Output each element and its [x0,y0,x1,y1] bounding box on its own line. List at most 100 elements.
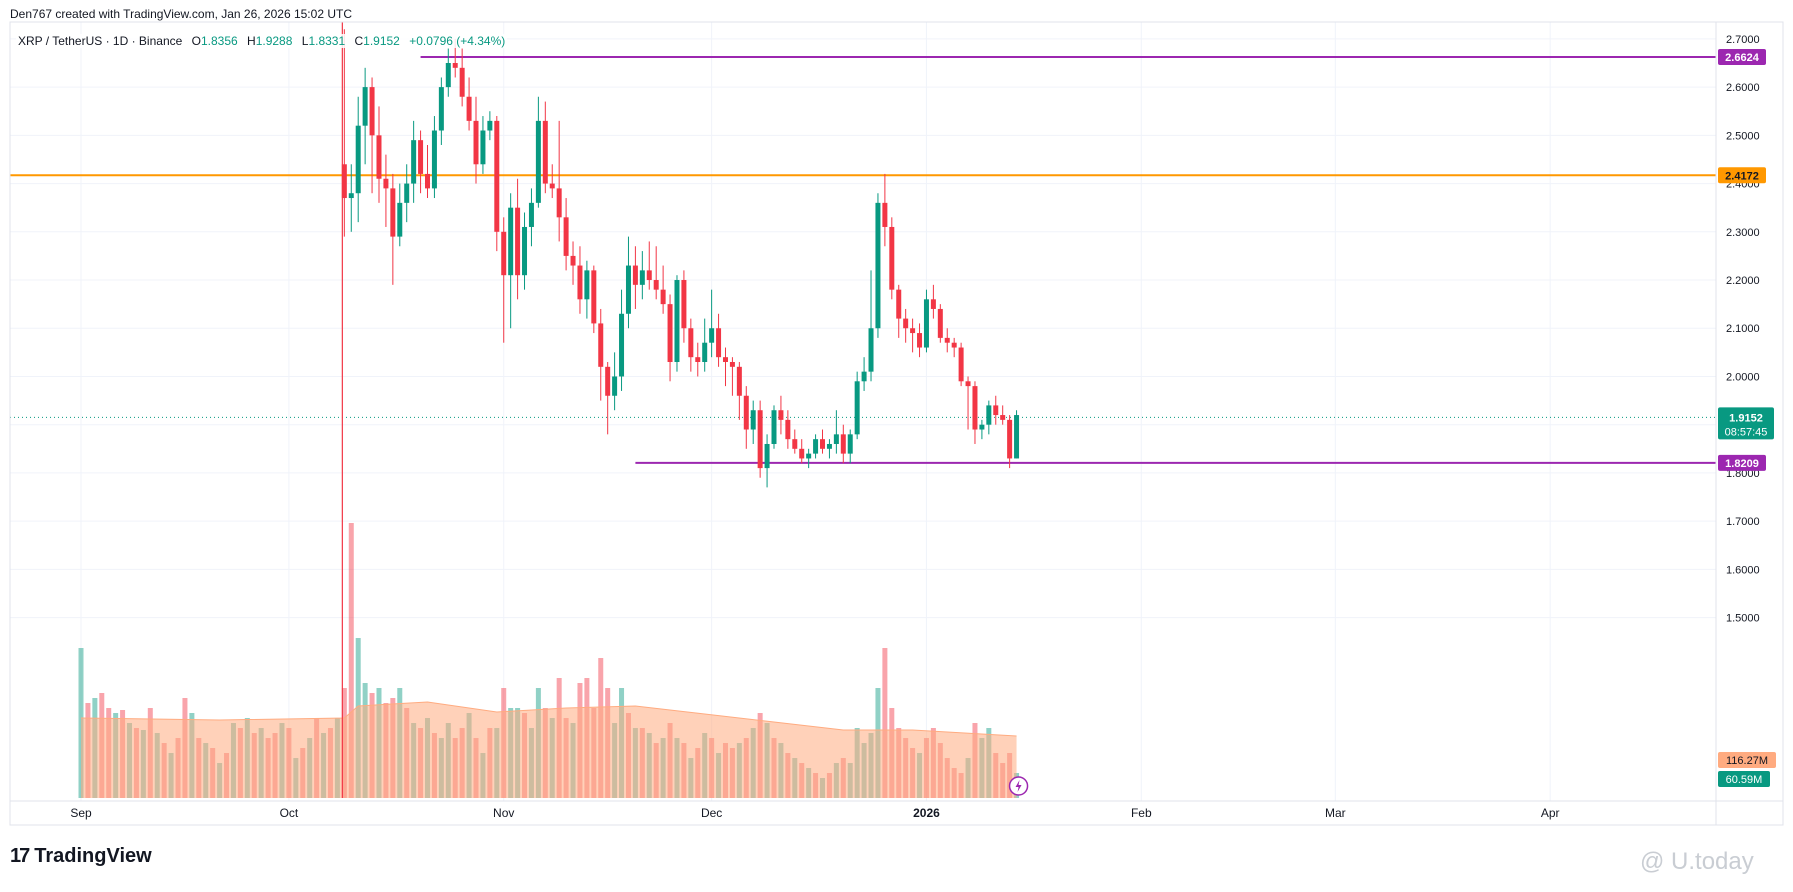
candle-body [930,299,936,309]
candle-body [674,280,680,363]
close-key: C [354,34,364,48]
x-tick-label: 2026 [913,806,940,820]
x-tick-label: Sep [70,806,92,820]
candle-body [729,362,735,367]
y-tick-label: 2.5000 [1726,130,1760,142]
level-price-text: 1.8209 [1725,458,1759,470]
candle [515,178,521,300]
candle-body [806,453,812,459]
open-value: 1.8356 [200,34,238,48]
candle-body [466,96,472,121]
candle [709,289,715,358]
volume-ma-tag [1718,752,1776,768]
y-tick-label: 2.6000 [1726,82,1760,94]
y-tick-label: 2.0000 [1726,371,1760,383]
candle [736,362,742,420]
candle [743,386,749,449]
low-key: L [301,34,309,48]
candle [383,154,389,227]
candle [930,284,936,319]
change-value: +0.0796 (+4.34%) [409,34,506,48]
level-price-text: 2.6624 [1725,52,1760,64]
symbol-legend: XRP / TetherUS · 1D · Binance O1.8356 H1… [16,34,508,48]
candle-body [473,120,479,165]
candle [341,29,347,237]
candle [619,289,625,391]
candle-body [660,289,666,305]
y-tick-label: 1.6000 [1726,564,1760,576]
candle [979,419,985,440]
candle [757,400,763,478]
candle-body [695,357,701,363]
candle-body [418,140,424,174]
x-tick-label: Apr [1541,806,1560,820]
candle-body [376,135,382,179]
candle-body [570,255,576,266]
candle-body [896,289,902,319]
candle-body [1000,415,1006,420]
candle-body [632,265,638,285]
candle [785,410,791,449]
candle-body [369,87,375,136]
candle-body [792,439,798,449]
candle-body [383,178,389,189]
candle [958,342,964,387]
candle [903,308,909,343]
candle-body [556,188,562,218]
tradingview-logo[interactable]: 17 TradingView [10,845,152,868]
candle [438,77,444,145]
candle-body [515,207,521,276]
candle [348,164,354,232]
candle-body [854,381,860,435]
candle-body [535,120,541,203]
candle-body [411,140,417,184]
volume-bar [348,523,354,798]
candle [646,241,652,290]
candle-body [584,270,590,300]
candle [695,342,701,377]
candle [986,400,992,435]
created-with-text: Den767 created with TradingView.com, Jan… [10,7,352,21]
candle-body [702,342,708,363]
candle-body [577,265,583,300]
candle-body [979,424,985,430]
candle-body [951,342,957,348]
candle-body [965,381,971,387]
open-key: O [191,34,201,48]
candle-body [847,434,853,454]
candle [425,144,430,199]
candle [1014,410,1020,459]
candle-body [639,270,645,285]
candle-body [591,270,597,324]
candle [667,294,673,382]
countdown-text: 08:57:45 [1725,426,1768,438]
candle-body [813,439,819,454]
candle-body [612,376,618,396]
y-tick-label: 2.7000 [1726,34,1760,46]
x-tick-label: Nov [493,806,514,820]
candle-body [993,405,999,416]
y-tick-label: 2.3000 [1726,227,1760,239]
candle-body [1014,415,1020,459]
candle-body [840,434,846,454]
candle [639,251,645,300]
candle-body [452,63,458,68]
candle-body [833,434,839,444]
candle-body [522,226,528,276]
candle [937,304,943,343]
candle [896,284,902,338]
candle-body [542,120,548,184]
candle-body [348,193,354,199]
candle [771,405,777,449]
lightning-bolt [1015,780,1022,792]
candle-body [986,405,992,425]
candle [729,357,735,396]
candle-body [722,357,728,363]
candle-body [771,410,777,444]
candle-body [355,125,361,194]
candle [563,198,569,271]
candle-body [757,410,763,469]
candle-body [917,333,923,348]
candle-body [431,130,437,189]
